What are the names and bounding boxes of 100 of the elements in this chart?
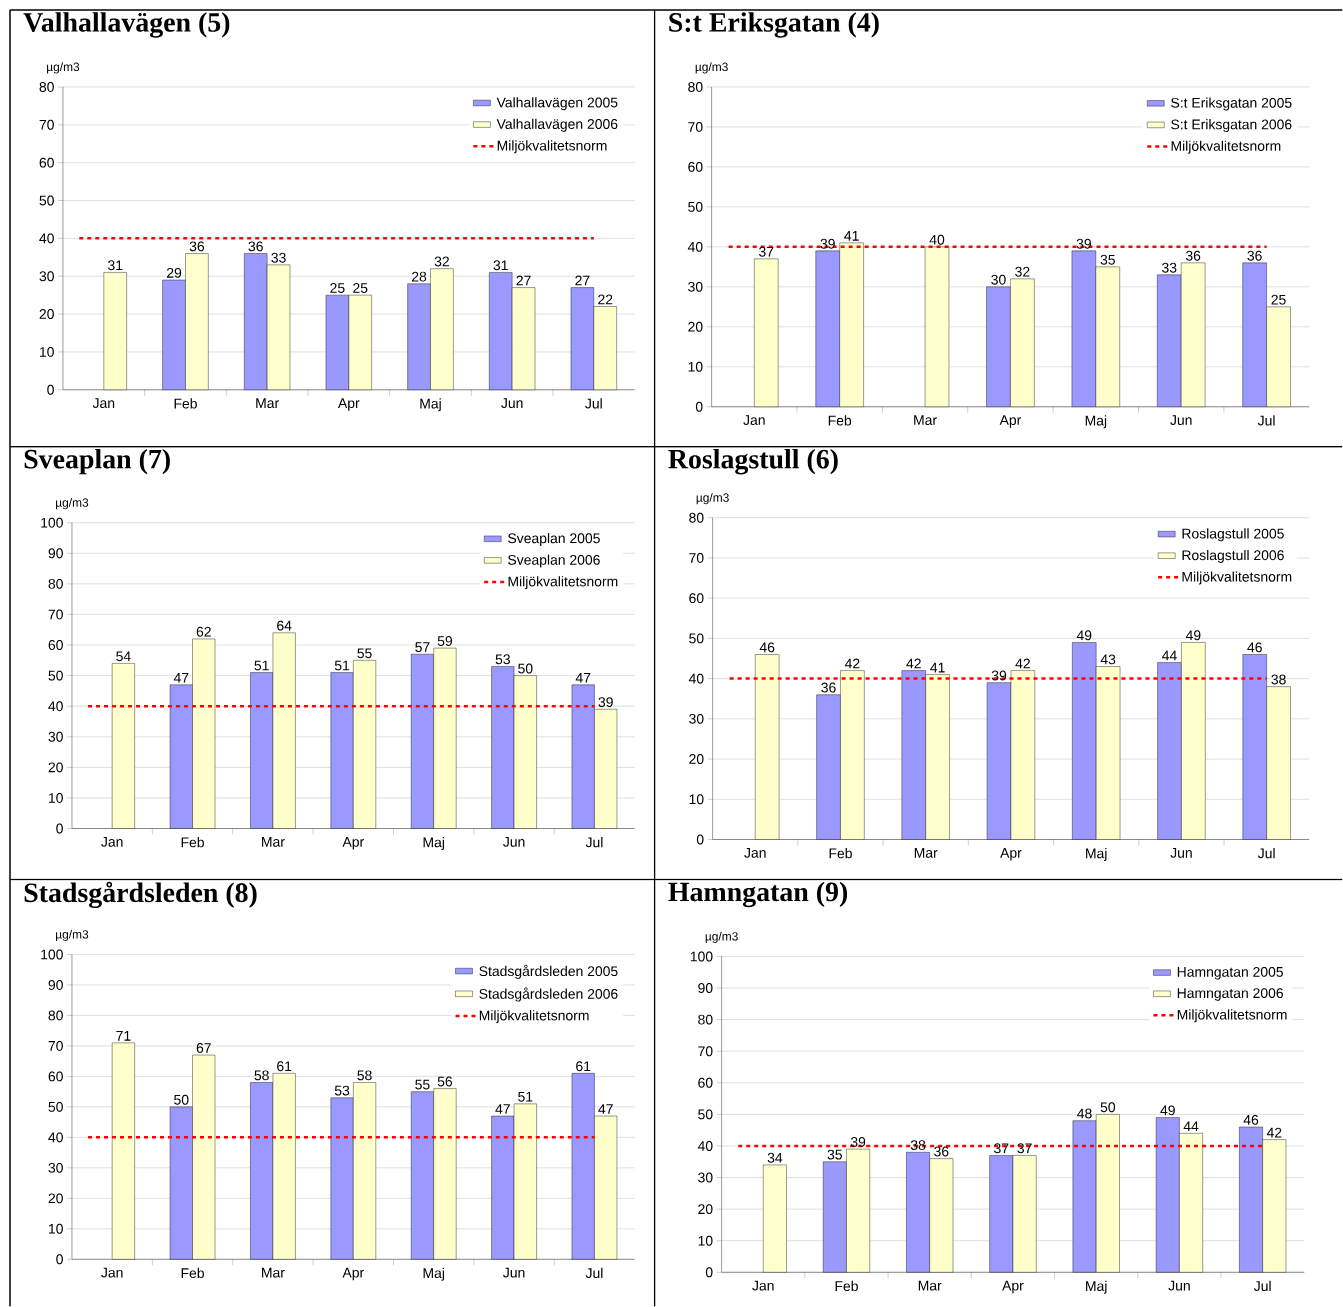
x-tick-label: Jun [503,837,525,847]
y-tick-label: 0 [696,834,704,845]
legend-label: Valhallavägen 2006 [496,118,618,132]
y-tick-label: 10 [49,1223,63,1234]
legend-label: Valhallavägen 2005 [496,97,618,111]
data-label: 47 [575,673,591,683]
y-tick-label: 40 [687,241,703,252]
x-tick-label: Jun [501,398,523,409]
data-label: 39 [598,697,613,708]
x-tick-label: Apr [999,415,1022,428]
y-tick-label: 30 [48,731,63,742]
y-tick-label: 40 [688,673,704,684]
data-label: 36 [189,241,205,252]
y-tick-label: 60 [48,640,63,650]
y-tick-label: 70 [48,609,63,620]
data-label: 43 [1100,654,1116,665]
x-tick-label: Mar [914,848,938,858]
data-label: 27 [575,275,590,286]
y-tick-label: 20 [688,321,703,332]
x-tick-label: Feb [181,1267,204,1279]
data-label: 35 [1100,254,1115,265]
x-tick-label: Jul [1257,848,1275,859]
x-tick-label: Jan [744,848,766,858]
x-tick-label: Jan [101,1267,123,1278]
data-label: 42 [1266,1127,1282,1138]
data-label: 36 [1185,250,1201,261]
y-tick-label: 20 [698,1204,713,1215]
x-tick-label: Apr [1000,848,1022,861]
data-label: 62 [196,626,211,637]
data-label: 32 [434,256,449,267]
data-label: 37 [1017,1143,1032,1154]
y-tick-label: 70 [39,119,54,130]
x-tick-label: Mar [262,1267,285,1278]
data-label: 46 [1243,1114,1259,1125]
legend-label: S:t Eriksgatan 2005 [1171,97,1292,111]
x-tick-label: Feb [181,837,204,848]
y-tick-label: 40 [39,233,54,244]
data-label: 54 [116,651,131,662]
data-label: 36 [821,682,836,693]
chart-title: Hamngatan (9) [668,881,848,908]
legend-label: Hamngatan 2005 [1177,966,1284,980]
legend-label: S:t Eriksgatan 2006 [1171,119,1292,133]
y-tick-label: 0 [47,384,54,395]
data-label: 49 [1160,1105,1175,1116]
legend-label: Miljökvalitetsnorm [508,576,618,590]
data-label: 36 [1247,250,1262,261]
y-tick-label: 50 [698,1109,713,1120]
x-tick-label: Apr [337,398,360,411]
y-tick-label: 80 [48,1010,63,1021]
data-label: 46 [759,642,775,653]
y-tick-label: 80 [698,1014,713,1025]
y-tick-label: 10 [40,346,54,357]
x-tick-label: Jun [503,1267,525,1278]
data-label: 28 [411,271,427,282]
y-tick-label: 30 [698,1172,713,1183]
y-tick-label: 100 [690,951,713,962]
data-label: 57 [415,642,430,653]
legend-label: Miljökvalitetsnorm [497,140,607,154]
x-tick-label: Apr [342,837,364,850]
data-label: 34 [767,1152,783,1163]
data-label: 71 [116,1031,131,1041]
y-axis-title: µg/m3 [696,493,729,505]
chart-title: S:t Eriksgatan (4) [669,12,879,38]
y-tick-label: 60 [698,1077,713,1088]
data-label: 42 [844,658,860,669]
y-tick-label: 20 [39,309,54,319]
y-tick-label: 50 [48,1101,63,1112]
y-tick-label: 80 [39,82,54,92]
legend-label: Sveaplan 2006 [508,554,600,568]
data-label: 59 [437,636,453,646]
x-tick-label: Maj [420,398,441,412]
x-tick-label: Jan [743,415,765,426]
data-label: 47 [173,673,189,683]
y-tick-label: 80 [688,82,703,92]
data-label: 58 [357,1070,372,1081]
data-label: 38 [1271,674,1286,685]
x-tick-label: Jul [585,837,603,848]
y-tick-label: 10 [688,361,703,372]
data-label: 25 [1271,294,1286,305]
data-label: 44 [1183,1121,1199,1132]
data-label: 31 [108,260,123,271]
y-tick-label: 20 [48,762,63,773]
data-label: 25 [353,283,368,293]
legend-label: Miljökvalitetsnorm [1177,1009,1287,1023]
y-tick-label: 0 [695,401,703,412]
x-tick-label: Feb [835,1280,858,1292]
x-tick-label: Mar [256,398,279,409]
x-tick-label: Mar [914,415,937,426]
y-tick-label: 30 [688,281,703,292]
data-label: 47 [495,1104,510,1114]
data-label: 51 [518,1091,533,1102]
data-label: 31 [493,260,508,271]
y-tick-label: 90 [698,983,713,993]
data-label: 64 [277,620,292,631]
chart-title: Roslagstull (6) [668,448,838,475]
y-tick-label: 70 [698,1046,713,1057]
data-label: 50 [1100,1102,1116,1113]
legend-label: Roslagstull 2006 [1182,549,1284,563]
data-label: 47 [598,1104,613,1114]
data-label: 30 [991,274,1006,285]
